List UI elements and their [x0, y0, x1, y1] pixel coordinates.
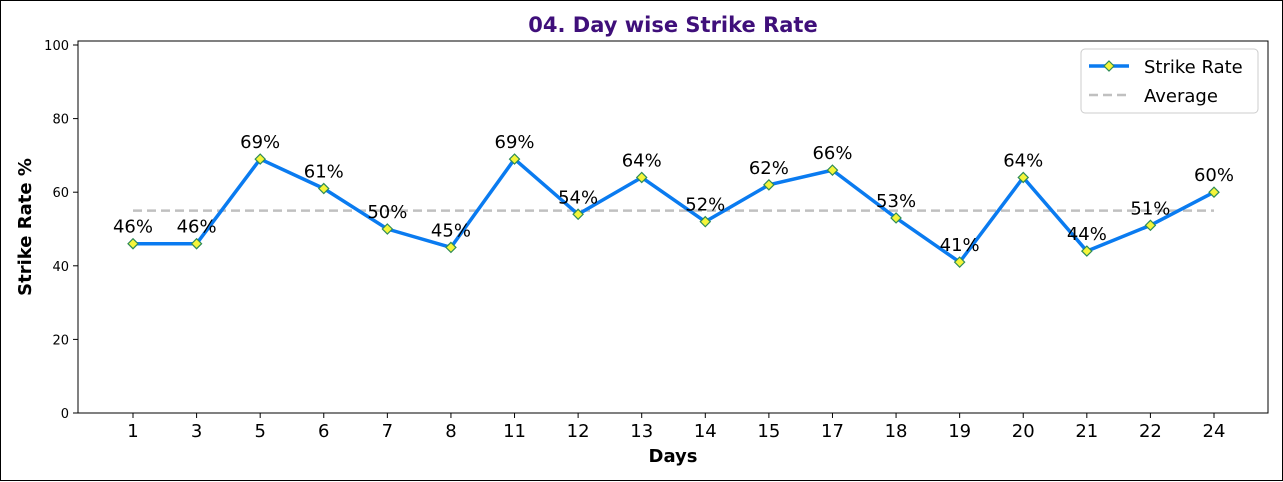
- data-point-marker: [890, 212, 902, 224]
- data-labels: 46% 46% 69% 61% 50% 45% 69% 54% 64% 52% 62% 66% 53% 4…: [113, 132, 1234, 256]
- x-tick-label: 3: [191, 421, 202, 442]
- y-axis: 0 20 40 60 80 100: [44, 39, 78, 422]
- data-point-marker: [953, 256, 966, 268]
- y-tick-label: 0: [61, 407, 69, 422]
- data-label: 44%: [1067, 224, 1107, 245]
- y-tick-label: 60: [52, 186, 69, 201]
- data-label: 46%: [113, 217, 153, 238]
- data-label: 53%: [876, 191, 916, 212]
- plot-area: [77, 40, 1269, 414]
- data-label: 41%: [940, 235, 980, 256]
- data-point-marker: [445, 241, 457, 254]
- x-axis: 1 3 5 6 7 8 11 12 13 14 15 17 18 19 20 21 22 24: [127, 413, 1225, 442]
- data-label: 45%: [431, 220, 471, 241]
- x-tick-label: 15: [757, 421, 780, 442]
- strike-rate-line: [133, 157, 1215, 264]
- data-point-marker: [381, 223, 394, 235]
- data-label: 64%: [622, 150, 662, 171]
- legend-strike-rate-label: Strike Rate: [1144, 57, 1243, 78]
- y-axis-label: Strike Rate %: [15, 158, 36, 296]
- y-tick-label: 100: [44, 39, 69, 54]
- data-label: 62%: [749, 158, 789, 179]
- x-tick-label: 5: [254, 421, 265, 442]
- data-label: 64%: [1003, 150, 1043, 171]
- y-tick-label: 20: [52, 333, 69, 348]
- data-label: 54%: [558, 187, 598, 208]
- data-label: 66%: [812, 143, 852, 164]
- data-point-marker: [1017, 171, 1030, 184]
- chart-title: 04. Day wise Strike Rate: [528, 13, 817, 37]
- data-point-marker: [1208, 186, 1220, 199]
- x-tick-label: 17: [821, 421, 844, 442]
- legend-average-label: Average: [1144, 86, 1218, 107]
- data-point-marker: [572, 208, 584, 221]
- x-tick-label: 14: [694, 421, 717, 442]
- data-point-marker: [254, 153, 267, 165]
- legend: Strike Rate Average: [1080, 48, 1259, 114]
- data-label: 60%: [1194, 165, 1234, 186]
- x-axis-label: Days: [649, 446, 698, 467]
- legend-marker-icon: [1103, 60, 1115, 72]
- y-tick-label: 40: [52, 260, 69, 275]
- x-tick-label: 7: [382, 421, 393, 442]
- x-tick-label: 18: [885, 421, 908, 442]
- x-tick-label: 22: [1139, 421, 1162, 442]
- data-point-marker: [635, 171, 648, 184]
- data-point-marker: [317, 182, 330, 195]
- data-label: 52%: [685, 195, 725, 216]
- data-label: 69%: [495, 132, 535, 153]
- x-tick-label: 24: [1203, 421, 1226, 442]
- x-tick-label: 13: [630, 421, 653, 442]
- data-point-marker: [190, 237, 203, 250]
- data-label: 46%: [177, 217, 217, 238]
- x-tick-label: 8: [445, 421, 456, 442]
- y-tick-label: 80: [52, 113, 69, 128]
- data-point-marker: [127, 237, 139, 250]
- data-point-marker: [1080, 245, 1093, 257]
- x-tick-label: 19: [948, 421, 971, 442]
- data-label: 69%: [240, 132, 280, 153]
- x-tick-label: 1: [127, 421, 138, 442]
- data-point-marker: [826, 164, 839, 176]
- x-tick-label: 12: [567, 421, 590, 442]
- data-label: 50%: [367, 202, 407, 223]
- x-tick-label: 21: [1075, 421, 1098, 442]
- x-tick-label: 20: [1012, 421, 1035, 442]
- data-point-marker: [763, 178, 775, 191]
- x-tick-label: 6: [318, 421, 329, 442]
- x-tick-label: 11: [503, 421, 526, 442]
- data-label: 61%: [304, 162, 344, 183]
- data-label: 51%: [1130, 198, 1170, 219]
- data-point-marker: [699, 215, 712, 228]
- data-point-marker: [1144, 219, 1157, 232]
- strike-rate-markers: [127, 153, 1220, 268]
- data-point-marker: [508, 153, 521, 165]
